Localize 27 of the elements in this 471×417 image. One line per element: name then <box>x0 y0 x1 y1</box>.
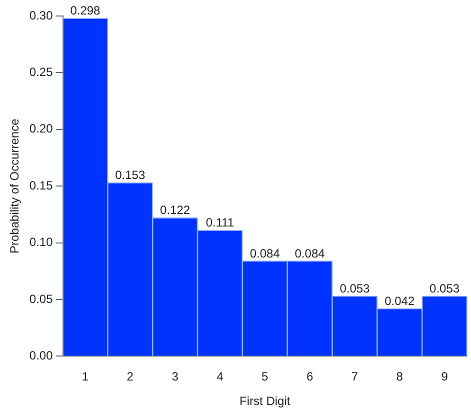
data-label: 0.053 <box>340 281 370 296</box>
x-tick-label: 4 <box>216 370 224 384</box>
x-tick-label: 9 <box>441 370 448 384</box>
x-tick-label: 8 <box>396 370 404 384</box>
data-label: 0.053 <box>430 281 460 296</box>
y-tick-label: 0.30 <box>29 8 54 22</box>
x-tick-label: 5 <box>262 370 269 384</box>
y-tick-label: 0.20 <box>29 122 54 136</box>
data-label: 0.111 <box>206 216 234 230</box>
y-tick-label: 0.05 <box>29 292 54 306</box>
x-tick-label: 6 <box>306 370 314 384</box>
y-tick-label: 0.10 <box>29 235 54 250</box>
x-tick-label: 1 <box>82 370 89 384</box>
y-tick-label: 0.25 <box>29 65 54 80</box>
x-tick-label: 2 <box>126 370 134 384</box>
x-tick-label: 3 <box>172 370 179 384</box>
data-label: 0.084 <box>294 246 326 260</box>
y-axis-title: Probability of Occurrence <box>8 118 22 254</box>
y-tick-label: 0.00 <box>29 348 54 363</box>
data-label: 0.122 <box>160 203 190 218</box>
data-label: 0.084 <box>250 246 280 260</box>
x-axis-title: First Digit <box>240 394 291 408</box>
data-label: 0.298 <box>70 4 101 18</box>
y-tick-label: 0.15 <box>29 178 54 192</box>
data-label: 0.042 <box>384 294 415 308</box>
data-label: 0.153 <box>115 168 146 182</box>
x-tick-label: 7 <box>351 370 358 384</box>
